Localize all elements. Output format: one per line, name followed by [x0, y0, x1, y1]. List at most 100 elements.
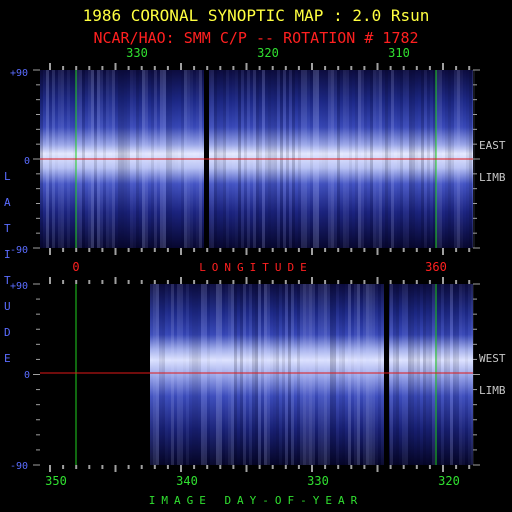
map-column-streak	[258, 284, 261, 465]
map-column-streak	[465, 284, 468, 465]
map-column-streak	[339, 284, 342, 465]
map-column-streak	[426, 284, 429, 465]
map-column-streak	[444, 284, 447, 465]
map-column-streak	[300, 284, 303, 465]
map-column-streak	[222, 284, 225, 465]
map-column-streak	[186, 284, 189, 465]
latitude-letter: I	[4, 248, 11, 261]
map-column-streak	[450, 284, 453, 465]
west-map-texture	[150, 284, 474, 465]
day-label-320: 320	[438, 474, 460, 488]
map-column-streak	[417, 284, 420, 465]
map-column-streak	[183, 284, 186, 465]
map-column-streak	[285, 284, 288, 465]
latitude-letter: T	[4, 274, 11, 287]
map-column-streak	[447, 284, 450, 465]
map-column-streak	[261, 284, 264, 465]
east-lat-label-minus90: -90	[10, 245, 28, 256]
map-column-streak	[279, 284, 282, 465]
map-column-streak	[348, 284, 351, 465]
map-column-streak	[294, 284, 297, 465]
map-column-streak	[459, 284, 462, 465]
map-column-streak	[357, 284, 360, 465]
map-column-streak	[189, 284, 192, 465]
day-label-340: 340	[176, 474, 198, 488]
map-column-streak	[471, 284, 474, 465]
map-column-streak	[159, 284, 162, 465]
map-column-streak	[150, 284, 153, 465]
west-map-image	[150, 284, 473, 465]
map-column-streak	[216, 284, 219, 465]
map-column-streak	[162, 284, 165, 465]
map-column-streak	[231, 284, 234, 465]
map-column-streak	[333, 284, 336, 465]
map-column-streak	[366, 284, 369, 465]
map-column-streak	[462, 284, 465, 465]
map-column-streak	[396, 284, 399, 465]
map-column-streak	[234, 284, 237, 465]
map-column-streak	[414, 284, 417, 465]
map-column-streak	[393, 284, 396, 465]
east-lat-label-0: 0	[24, 156, 30, 167]
map-column-streak	[363, 284, 366, 465]
map-column-streak	[351, 284, 354, 465]
map-column-streak	[342, 284, 345, 465]
longitude-label-0: 0	[72, 260, 79, 274]
map-column-streak	[456, 284, 459, 465]
map-column-streak	[303, 284, 306, 465]
west-label: WEST	[479, 352, 506, 365]
map-column-streak	[429, 284, 432, 465]
map-column-streak	[402, 284, 405, 465]
map-column-streak	[390, 284, 393, 465]
map-column-streak	[336, 284, 339, 465]
map-column-streak	[378, 284, 381, 465]
map-column-streak	[249, 284, 252, 465]
map-column-streak	[405, 284, 408, 465]
map-column-streak	[252, 284, 255, 465]
west-lat-label-plus90: +90	[10, 281, 28, 292]
map-column-streak	[453, 284, 456, 465]
map-column-streak	[171, 284, 174, 465]
day-of-year-axis-title: IMAGE DAY-OF-YEAR	[149, 494, 364, 507]
map-column-streak	[369, 284, 372, 465]
day-label-350: 350	[45, 474, 67, 488]
map-column-streak	[204, 284, 207, 465]
map-column-streak	[375, 284, 378, 465]
longitude-axis-title: LONGITUDE	[199, 261, 313, 274]
map-column-streak	[381, 284, 384, 465]
latitude-letter: A	[4, 196, 11, 209]
map-column-streak	[297, 284, 300, 465]
map-column-streak	[246, 284, 249, 465]
latitude-letter: L	[4, 170, 11, 183]
map-column-streak	[228, 284, 231, 465]
east-lat-label-plus90: +90	[10, 68, 28, 79]
map-column-streak	[237, 284, 240, 465]
map-column-streak	[330, 284, 333, 465]
map-column-streak	[468, 284, 471, 465]
map-column-streak	[354, 284, 357, 465]
map-column-streak	[315, 284, 318, 465]
map-column-streak	[267, 284, 270, 465]
map-column-streak	[282, 284, 285, 465]
east-limb-label: LIMB	[479, 171, 506, 184]
east-label: EAST	[479, 139, 506, 152]
map-column-streak	[273, 284, 276, 465]
longitude-label-360: 360	[425, 260, 447, 274]
map-column-streak	[264, 284, 267, 465]
map-title: 1986 CORONAL SYNOPTIC MAP : 2.0 Rsun	[83, 6, 430, 25]
map-column-streak	[195, 284, 198, 465]
map-column-streak	[198, 284, 201, 465]
map-column-streak	[243, 284, 246, 465]
west-lat-label-0: 0	[24, 370, 30, 381]
top-axis-label-330: 330	[126, 46, 148, 60]
west-limb-label: LIMB	[479, 384, 506, 397]
map-column-streak	[270, 284, 273, 465]
map-column-streak	[240, 284, 243, 465]
top-axis-label-310: 310	[388, 46, 410, 60]
map-subtitle: NCAR/HAO: SMM C/P -- ROTATION # 1782	[93, 29, 418, 47]
map-column-streak	[441, 284, 444, 465]
map-column-streak	[360, 284, 363, 465]
map-column-streak	[321, 284, 324, 465]
map-column-streak	[210, 284, 213, 465]
